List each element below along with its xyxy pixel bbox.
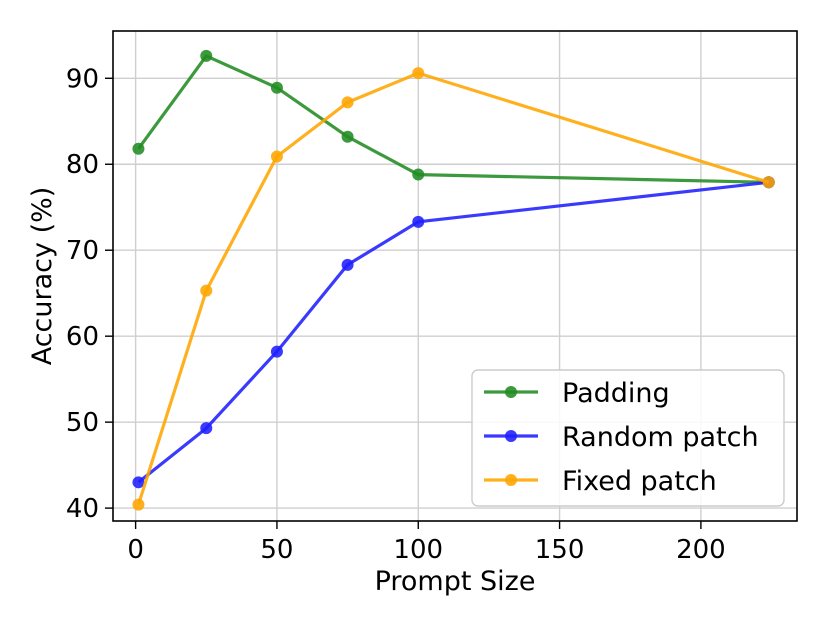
grid-lines — [113, 31, 797, 521]
legend-marker — [505, 430, 517, 442]
legend-label: Random patch — [562, 422, 759, 453]
legend-label: Fixed patch — [562, 466, 717, 497]
data-point-fixed-patch — [412, 67, 425, 80]
data-point-padding — [270, 81, 283, 94]
legend-marker — [505, 474, 517, 486]
data-point-padding — [200, 49, 213, 62]
x-axis-label: Prompt Size — [375, 566, 536, 597]
y-tick-label: 90 — [66, 64, 99, 94]
y-tick-label: 70 — [66, 236, 99, 266]
series-group — [132, 49, 775, 511]
data-point-random-patch — [412, 215, 425, 228]
y-tick-label: 60 — [66, 322, 99, 352]
x-tick-label: 50 — [260, 535, 293, 565]
data-point-fixed-patch — [200, 284, 213, 297]
legend-item-padding: Padding — [484, 378, 670, 409]
axis-ticks: 0 50 100 150 200 40 50 60 70 80 90 — [66, 64, 726, 565]
data-point-random-patch — [200, 422, 213, 435]
data-point-fixed-patch — [341, 96, 354, 109]
plot-area-frame — [112, 30, 798, 522]
data-point-fixed-patch — [270, 150, 283, 163]
series-padding — [132, 49, 775, 189]
legend-label: Padding — [562, 378, 670, 409]
y-axis-label: Accuracy (%) — [27, 187, 58, 366]
data-point-fixed-patch — [132, 498, 145, 511]
x-tick-label: 0 — [127, 535, 144, 565]
legend-marker — [505, 386, 517, 398]
data-point-random-patch — [132, 476, 145, 489]
series-random-patch — [132, 176, 775, 489]
x-tick-label: 100 — [393, 535, 443, 565]
legend-item-fixed-patch: Fixed patch — [484, 466, 717, 497]
y-tick-label: 40 — [66, 494, 99, 524]
y-tick-label: 80 — [66, 150, 99, 180]
y-tick-label: 50 — [66, 408, 99, 438]
data-point-padding — [341, 130, 354, 143]
legend-item-random-patch: Random patch — [484, 422, 759, 453]
data-point-fixed-patch — [762, 176, 775, 189]
series-fixed-patch — [132, 67, 775, 511]
data-point-padding — [412, 168, 425, 181]
legend: Padding Random patch Fixed patch — [471, 369, 785, 507]
series-line-random-patch — [137, 180, 769, 484]
data-point-padding — [132, 142, 145, 155]
legend-box — [471, 369, 785, 507]
data-point-random-patch — [341, 258, 354, 271]
x-tick-label: 150 — [535, 535, 585, 565]
data-point-random-patch — [270, 345, 283, 358]
series-line-padding — [137, 54, 769, 184]
series-line-fixed-patch — [136, 71, 770, 506]
x-tick-label: 200 — [676, 535, 726, 565]
